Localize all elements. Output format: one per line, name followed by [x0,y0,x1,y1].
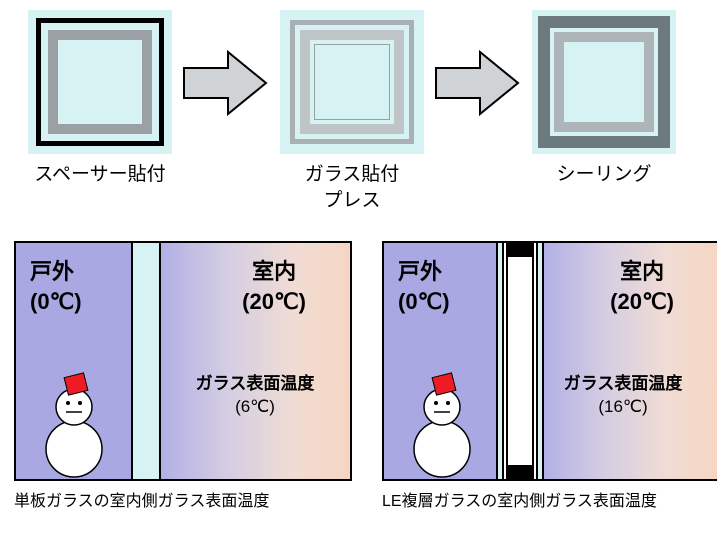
outdoor-temp-2: (0℃) [398,287,450,317]
panel-double-col: 戸外 (0℃) 室内 (20℃) ガラス表面温度 (16℃) LE複層ガラスの室… [382,241,717,511]
panels-row: 戸外 (0℃) 室内 (20℃) ガラス表面温度 (6℃) 単板ガラスの室内側ガ… [14,241,707,511]
glass-step2 [280,10,424,154]
indoor-label: 室内 [242,257,306,287]
inner-pane [536,243,544,479]
surface-label: ガラス表面温度 [180,373,330,396]
arrow-right-icon [182,48,270,118]
outer-pane [496,243,504,479]
air-gap [506,243,534,479]
indoor-label-2: 室内 [610,257,674,287]
caption-single: 単板ガラスの室内側ガラス表面温度 [14,487,352,511]
indoor-temp: (20℃) [242,287,306,317]
arrow-1 [182,48,270,118]
panel-single: 戸外 (0℃) 室内 (20℃) ガラス表面温度 (6℃) [14,241,352,481]
surface-temp-double: (16℃) [548,396,698,419]
outdoor-temp: (0℃) [30,287,82,317]
step3-label: シーリング [556,162,651,188]
outdoor-label-2: 戸外 [398,257,450,287]
panel-double: 戸外 (0℃) 室内 (20℃) ガラス表面温度 (16℃) [382,241,717,481]
indoor-temp-2: (20℃) [610,287,674,317]
snowman-icon [24,359,124,479]
step1-label: スペーサー貼付 [34,162,165,188]
arrow-2 [434,48,522,118]
step-spacer-attach: スペーサー貼付 [28,10,172,188]
panel-single-col: 戸外 (0℃) 室内 (20℃) ガラス表面温度 (6℃) 単板ガラスの室内側ガ… [14,241,352,511]
snowman-icon [392,359,492,479]
process-row: スペーサー貼付 ガラス貼付 プレス シーリング [28,10,707,213]
caption-double: LE複層ガラスの室内側ガラス表面温度 [382,487,717,511]
step2-label: ガラス貼付 プレス [305,162,400,213]
surface-label-2: ガラス表面温度 [548,373,698,396]
surface-temp-single: (6℃) [180,396,330,419]
outdoor-label: 戸外 [30,257,82,287]
arrow-right-icon [434,48,522,118]
glass-step3 [532,10,676,154]
step-glass-press: ガラス貼付 プレス [280,10,424,213]
glass-step1 [28,10,172,154]
step-sealing: シーリング [532,10,676,188]
